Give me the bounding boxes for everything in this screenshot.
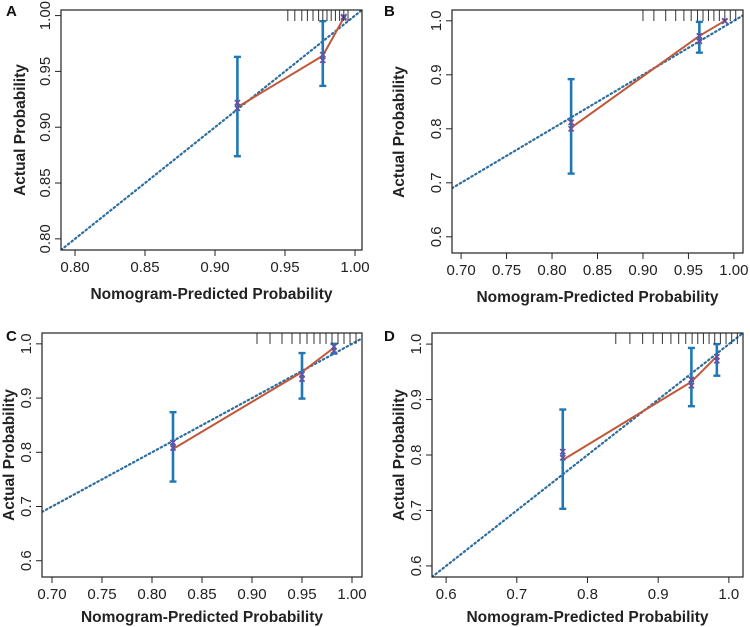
panel-d: 0.6 0.7 0.8 0.9 1.0 0.6 0.7 0.8 0.9 1.0 Nomogram-P… (384, 328, 744, 626)
data-point (688, 382, 695, 389)
x-tick-label: 0.75 (492, 262, 521, 279)
y-tick-label: 0.6 (18, 550, 35, 571)
ideal-reference-line (452, 14, 743, 190)
x-tick-label: 0.85 (187, 586, 216, 603)
ideal-reference-line (61, 10, 362, 250)
data-point (696, 32, 703, 40)
panel-label: D (384, 328, 395, 345)
y-tick-label: 0.9 (428, 64, 445, 85)
x-tick-label: 0.85 (130, 259, 159, 276)
x-axis-title: Nomogram-Predicted Probability (476, 289, 718, 306)
y-tick-label: 0.90 (37, 113, 54, 142)
data-point (567, 119, 575, 126)
x-tick-label: 0.95 (287, 586, 316, 603)
x-tick-label: 0.95 (674, 262, 703, 279)
data-point (169, 439, 177, 446)
data-point (559, 454, 566, 461)
y-tick-label: 1.0 (408, 334, 425, 355)
panel-a: 0.80 0.85 0.90 0.95 1.00 0.80 0.85 0.90 0.95 1.00… (6, 1, 370, 303)
y-tick-label: 0.80 (37, 224, 54, 253)
y-tick-label: 0.7 (408, 500, 425, 521)
x-tick-label: 0.95 (270, 259, 299, 276)
data-point (713, 357, 721, 364)
y-tick-label: 0.8 (408, 445, 425, 466)
x-tick-label: 0.9 (648, 586, 669, 603)
x-tick-label: 0.85 (583, 262, 612, 279)
x-tick-label: 0.80 (537, 262, 566, 279)
data-point (696, 38, 703, 45)
y-tick-label: 0.8 (428, 118, 445, 139)
y-tick-label: 1.0 (428, 10, 445, 31)
x-tick-label: 0.90 (237, 586, 266, 603)
y-tick-label: 0.85 (37, 168, 54, 197)
data-point (234, 99, 241, 106)
ideal-reference-line (432, 333, 743, 577)
calibration-curve (236, 17, 345, 108)
panel-label: B (384, 3, 395, 20)
x-tick-label: 0.80 (60, 259, 89, 276)
data-point (298, 371, 306, 378)
data-point (559, 448, 566, 455)
x-tick-label: 0.90 (200, 259, 229, 276)
data-point (319, 51, 326, 58)
x-tick-label: 1.00 (337, 586, 366, 603)
y-tick-label: 1.0 (18, 333, 35, 354)
panel-b: 0.70 0.75 0.80 0.85 0.90 0.95 1.00 0.6 0.7 0.8 0.9… (384, 3, 749, 306)
x-axis-title: Nomogram-Predicted Probability (90, 286, 332, 303)
y-tick-label: 0.6 (408, 555, 425, 576)
y-axis-title: Actual Probability (391, 66, 408, 198)
data-point (330, 347, 338, 355)
data-point (721, 18, 728, 25)
x-tick-label: 0.70 (37, 586, 66, 603)
x-axis-title: Nomogram-Predicted Probability (81, 609, 323, 626)
plot-frame (60, 9, 363, 251)
y-tick-label: 0.7 (428, 172, 445, 193)
ideal-reference-line (42, 337, 362, 514)
y-axis-title: Actual Probability (391, 389, 408, 521)
y-axis-title: Actual Probability (12, 64, 29, 196)
panel-label: A (6, 3, 17, 20)
x-tick-label: 0.8 (577, 586, 598, 603)
x-tick-label: 0.80 (137, 586, 166, 603)
data-point (319, 57, 326, 64)
panel-c: 0.70 0.75 0.80 0.85 0.90 0.95 1.00 0.6 0.7 0.8 0.9… (1, 328, 367, 626)
x-tick-label: 0.6 (436, 586, 457, 603)
x-tick-label: 0.75 (87, 586, 116, 603)
y-tick-label: 0.7 (18, 496, 35, 517)
y-tick-label: 0.9 (18, 388, 35, 409)
y-tick-label: 0.95 (37, 57, 54, 86)
y-tick-label: 0.6 (428, 226, 445, 247)
x-tick-label: 0.7 (506, 586, 527, 603)
plot-area (432, 333, 743, 577)
data-point (688, 376, 695, 383)
data-point (567, 125, 575, 132)
y-tick-label: 0.8 (18, 442, 35, 463)
plot-area (452, 14, 743, 190)
y-tick-label: 1.00 (37, 1, 54, 30)
data-point (169, 444, 177, 452)
data-point (234, 105, 241, 112)
x-tick-label: 0.90 (628, 262, 657, 279)
data-point (298, 375, 306, 383)
x-tick-label: 1.00 (719, 262, 748, 279)
plot-area (42, 337, 362, 514)
y-tick-label: 0.9 (408, 389, 425, 410)
panel-label: C (6, 328, 17, 345)
x-tick-label: 1.00 (340, 259, 369, 276)
calibration-curve (570, 19, 726, 129)
x-tick-label: 0.70 (446, 262, 475, 279)
plot-frame (41, 332, 363, 578)
x-axis-title: Nomogram-Predicted Probability (466, 609, 708, 626)
x-tick-label: 1.0 (718, 586, 739, 603)
plot-area (61, 10, 362, 250)
y-axis-title: Actual Probability (1, 389, 18, 521)
